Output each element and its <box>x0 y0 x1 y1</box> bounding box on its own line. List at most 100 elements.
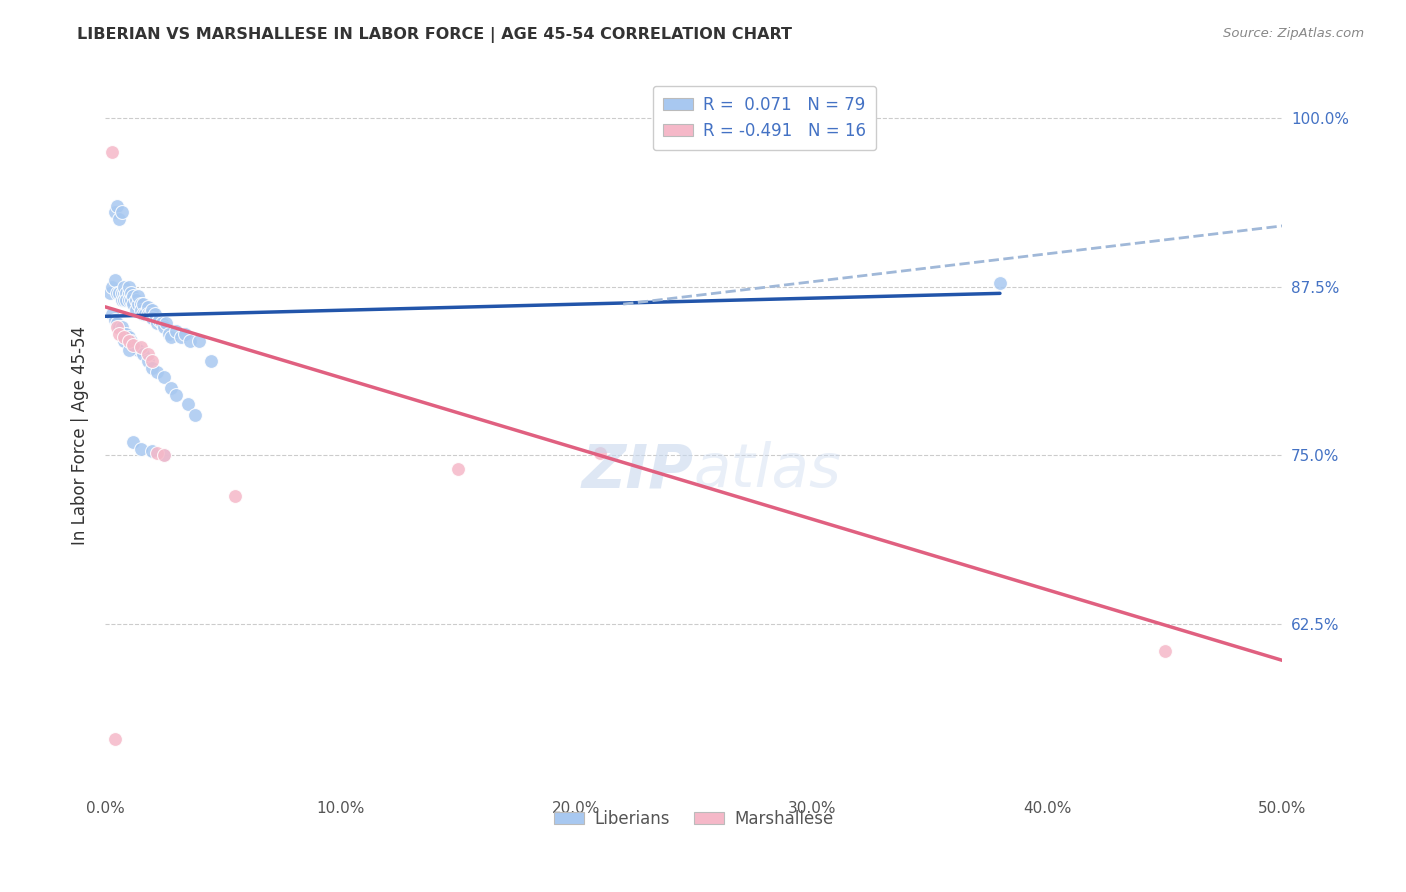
Point <box>136 354 159 368</box>
Point <box>115 286 138 301</box>
Point <box>101 307 124 321</box>
Point <box>115 293 138 307</box>
Point <box>129 340 152 354</box>
Point <box>169 329 191 343</box>
Point <box>146 316 169 330</box>
Point <box>112 293 135 307</box>
Point <box>112 334 135 348</box>
Point <box>112 326 135 341</box>
Point <box>160 329 183 343</box>
Point <box>120 293 142 307</box>
Point <box>118 286 141 301</box>
Point <box>129 302 152 317</box>
Point <box>155 316 177 330</box>
Point <box>118 334 141 348</box>
Point <box>188 334 211 348</box>
Point <box>153 370 176 384</box>
Legend: Liberians, Marshallese: Liberians, Marshallese <box>547 803 841 834</box>
Point <box>122 434 145 449</box>
Point <box>105 316 128 330</box>
Point <box>143 307 166 321</box>
Point <box>101 279 124 293</box>
Point <box>104 273 127 287</box>
Point <box>115 326 138 341</box>
Point <box>112 279 135 293</box>
Point <box>105 320 128 334</box>
Point <box>105 199 128 213</box>
Point <box>447 462 470 476</box>
Point <box>122 337 145 351</box>
Text: ZIP: ZIP <box>582 442 693 500</box>
Point <box>122 297 145 311</box>
Point <box>132 347 155 361</box>
Point <box>224 489 246 503</box>
Point <box>120 334 142 348</box>
Point <box>125 302 148 317</box>
Point <box>104 205 127 219</box>
Point <box>129 297 152 311</box>
Point <box>112 329 135 343</box>
Point <box>141 360 163 375</box>
Point <box>139 307 162 321</box>
Point <box>108 212 131 227</box>
Point <box>122 337 145 351</box>
Point <box>146 365 169 379</box>
Point <box>589 445 612 459</box>
Text: atlas: atlas <box>693 442 842 500</box>
Point <box>153 448 176 462</box>
Point <box>118 293 141 307</box>
Point <box>988 276 1011 290</box>
Point <box>165 324 187 338</box>
Point <box>174 326 197 341</box>
Point <box>160 381 183 395</box>
Point <box>111 320 134 334</box>
Point <box>111 286 134 301</box>
Point <box>148 313 170 327</box>
Point <box>125 340 148 354</box>
Point <box>141 310 163 325</box>
Point <box>111 293 134 307</box>
Point <box>157 326 180 341</box>
Point <box>98 286 121 301</box>
Point <box>132 297 155 311</box>
Point <box>165 387 187 401</box>
Point <box>125 293 148 307</box>
Point <box>122 289 145 303</box>
Point <box>108 286 131 301</box>
Point <box>141 302 163 317</box>
Point <box>129 442 152 456</box>
Point <box>141 354 163 368</box>
Point <box>153 448 176 462</box>
Point <box>112 286 135 301</box>
Point <box>183 408 205 422</box>
Point <box>108 326 131 341</box>
Point <box>104 731 127 746</box>
Point <box>200 354 222 368</box>
Point <box>127 297 149 311</box>
Point <box>111 205 134 219</box>
Point <box>108 320 131 334</box>
Text: Source: ZipAtlas.com: Source: ZipAtlas.com <box>1223 27 1364 40</box>
Point <box>150 316 173 330</box>
Point <box>1153 644 1175 658</box>
Point <box>127 343 149 357</box>
Point <box>104 313 127 327</box>
Text: LIBERIAN VS MARSHALLESE IN LABOR FORCE | AGE 45-54 CORRELATION CHART: LIBERIAN VS MARSHALLESE IN LABOR FORCE |… <box>77 27 793 43</box>
Point <box>118 329 141 343</box>
Y-axis label: In Labor Force | Age 45-54: In Labor Force | Age 45-54 <box>72 326 89 544</box>
Point <box>146 445 169 459</box>
Point <box>153 320 176 334</box>
Point <box>134 307 156 321</box>
Point <box>176 397 198 411</box>
Point <box>127 289 149 303</box>
Point <box>136 307 159 321</box>
Point <box>118 279 141 293</box>
Point <box>101 145 124 159</box>
Point <box>132 307 155 321</box>
Point <box>179 334 201 348</box>
Point <box>141 444 163 458</box>
Point <box>136 347 159 361</box>
Point <box>118 343 141 357</box>
Point <box>105 286 128 301</box>
Point <box>136 300 159 314</box>
